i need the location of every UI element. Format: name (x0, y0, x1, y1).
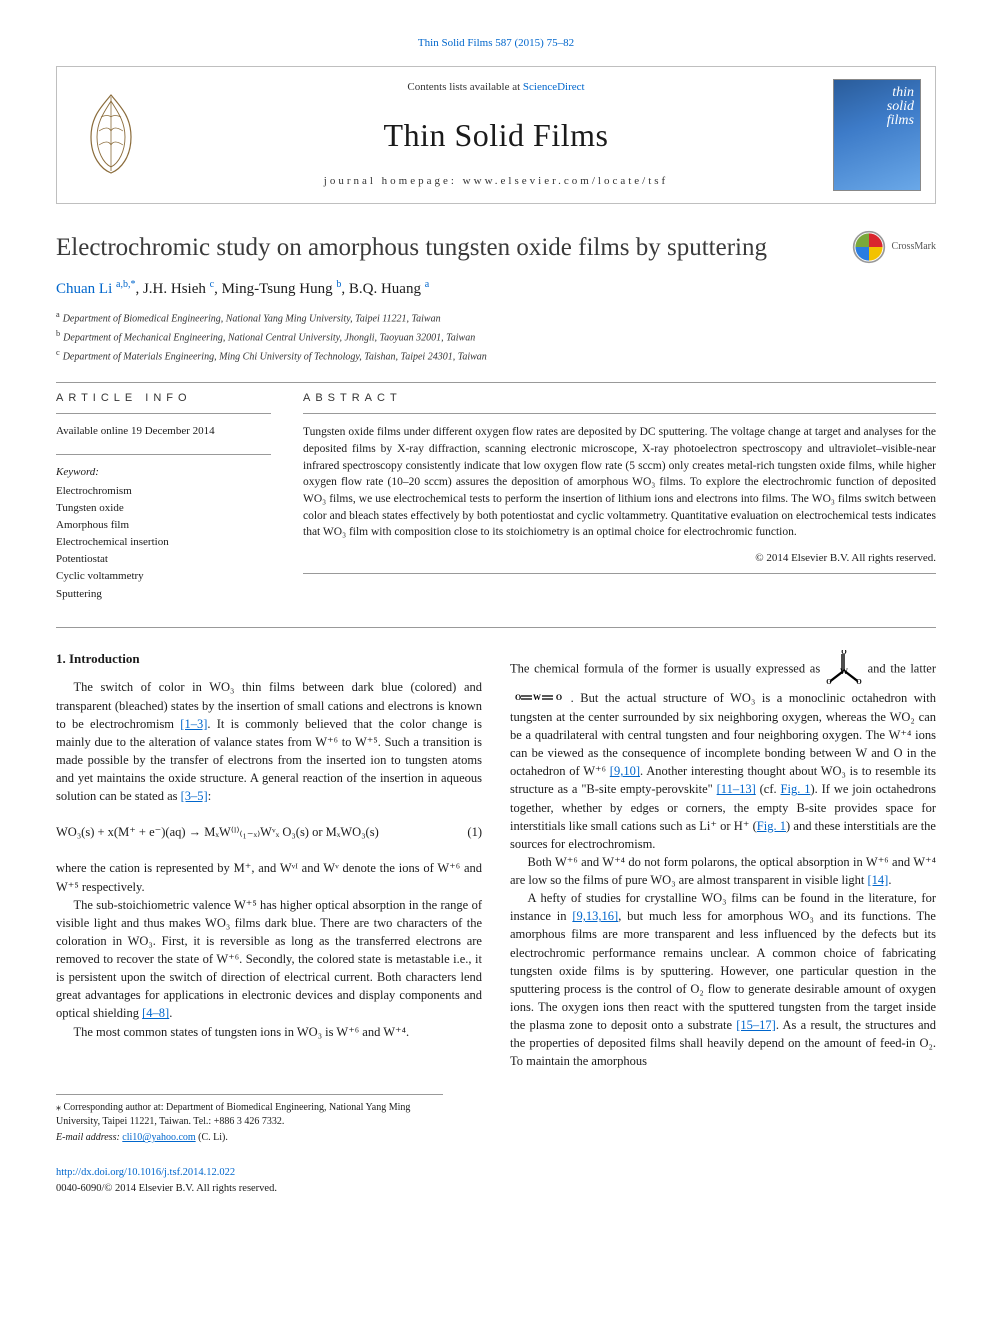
affil-sup: c (56, 348, 60, 357)
cover-word: films (887, 114, 914, 128)
cover-word: solid (887, 100, 914, 114)
article-title: Electrochromic study on amorphous tungst… (56, 230, 852, 266)
paragraph: Both W⁺⁶ and W⁺⁴ do not form polarons, t… (510, 853, 936, 889)
corresponding-author: ⁎ Corresponding author at: Department of… (56, 1101, 443, 1129)
svg-text:O: O (826, 678, 832, 684)
author-name: , Ming-Tsung Hung (214, 281, 336, 297)
svg-text:O: O (841, 650, 847, 656)
paragraph: where the cation is represented by M⁺, a… (56, 859, 482, 895)
ref-link[interactable]: [11–13] (717, 782, 756, 796)
ref-link[interactable]: [9,13,16] (572, 909, 618, 923)
affil-sup: a (56, 310, 60, 319)
page-footer: http://dx.doi.org/10.1016/j.tsf.2014.12.… (56, 1165, 936, 1195)
keyword: Amorphous film (56, 517, 271, 534)
equation: WO₃(s) + x(M⁺ + e⁻)(aq) → MₓW⁽ᴵ⁾₍₁₋ₓ₎Wᵛₓ… (56, 823, 482, 841)
article-info: ARTICLE INFO Available online 19 Decembe… (56, 391, 271, 602)
author-name: , J.H. Hsieh (135, 281, 209, 297)
email-label: E-mail address: (56, 1132, 122, 1143)
masthead: ELSEVIER Contents lists available at Sci… (56, 66, 936, 204)
email-line: E-mail address: cli10@yahoo.com (C. Li). (56, 1131, 443, 1145)
issn-copyright: 0040-6090/© 2014 Elsevier B.V. All right… (56, 1181, 936, 1196)
ref-link[interactable]: [4–8] (142, 1006, 169, 1020)
affil-text: Department of Mechanical Engineering, Na… (63, 332, 475, 343)
figure-link[interactable]: Fig. 1 (757, 819, 786, 833)
sciencedirect-link[interactable]: ScienceDirect (523, 81, 585, 93)
ref-link[interactable]: [15–17] (736, 1018, 776, 1032)
section-heading: 1. Introduction (56, 650, 482, 669)
crossmark-badge[interactable]: CrossMark (852, 230, 936, 264)
journal-cover: thin solid films (833, 79, 921, 191)
email-link[interactable]: cli10@yahoo.com (122, 1132, 195, 1143)
author-affil-sup: a,b,* (116, 279, 135, 290)
keywords-list: Electrochromism Tungsten oxide Amorphous… (56, 483, 271, 602)
affil-text: Department of Materials Engineering, Min… (63, 351, 487, 362)
keyword: Sputtering (56, 586, 271, 603)
doi-link[interactable]: http://dx.doi.org/10.1016/j.tsf.2014.12.… (56, 1167, 235, 1178)
elsevier-logo: ELSEVIER (71, 87, 181, 183)
journal-homepage: journal homepage: www.elsevier.com/locat… (181, 174, 811, 190)
svg-text:O: O (856, 678, 862, 684)
journal-name: Thin Solid Films (181, 112, 811, 158)
svg-text:W: W (533, 693, 541, 702)
paragraph: The chemical formula of the former is us… (510, 650, 936, 853)
footnotes: ⁎ Corresponding author at: Department of… (56, 1094, 443, 1145)
structure-wo2-icon: O W O (510, 690, 564, 708)
paragraph: The switch of color in WO₃ thin films be… (56, 678, 482, 805)
svg-text:O: O (515, 693, 521, 702)
structure-wo3-icon: W O O O (825, 650, 863, 689)
paragraph: The sub-stoichiometric valence W⁺⁵ has h… (56, 896, 482, 1023)
contents-line: Contents lists available at ScienceDirec… (181, 80, 811, 96)
author-name: , B.Q. Huang (341, 281, 424, 297)
ref-link[interactable]: [14] (868, 873, 889, 887)
eq-number: (1) (467, 823, 482, 841)
abstract: ABSTRACT Tungsten oxide films under diff… (303, 391, 936, 602)
email-name: (C. Li). (196, 1132, 228, 1143)
author-list: Chuan Li a,b,*, J.H. Hsieh c, Ming-Tsung… (56, 278, 936, 301)
journal-citation[interactable]: Thin Solid Films 587 (2015) 75–82 (56, 36, 936, 52)
affil-text: Department of Biomedical Engineering, Na… (63, 313, 441, 324)
author-affil-sup: a (425, 279, 429, 290)
abstract-copyright: © 2014 Elsevier B.V. All rights reserved… (303, 551, 936, 567)
ref-link[interactable]: [1–3] (180, 717, 207, 731)
paragraph: The most common states of tungsten ions … (56, 1023, 482, 1041)
divider (56, 382, 936, 383)
affiliations: aDepartment of Biomedical Engineering, N… (56, 309, 936, 364)
keyword: Electrochromism (56, 483, 271, 500)
keyword: Tungsten oxide (56, 500, 271, 517)
article-history: Available online 19 December 2014 (56, 424, 271, 440)
keyword: Cyclic voltammetry (56, 568, 271, 585)
keywords-heading: Keyword: (56, 465, 271, 481)
cover-word: thin (887, 86, 914, 100)
body-text: 1. Introduction The switch of color in W… (56, 650, 936, 1071)
contents-prefix: Contents lists available at (407, 81, 522, 93)
keyword: Electrochemical insertion (56, 534, 271, 551)
divider (56, 627, 936, 628)
article-info-heading: ARTICLE INFO (56, 391, 271, 407)
ref-link[interactable]: [9,10] (610, 764, 640, 778)
keyword: Potentiostat (56, 551, 271, 568)
svg-text:W: W (840, 667, 848, 676)
abstract-text: Tungsten oxide films under different oxy… (303, 424, 936, 541)
abstract-heading: ABSTRACT (303, 391, 936, 407)
paragraph: A hefty of studies for crystalline WO₃ f… (510, 889, 936, 1070)
author-link[interactable]: Chuan Li (56, 281, 116, 297)
svg-text:O: O (556, 693, 562, 702)
ref-link[interactable]: [3–5] (181, 789, 208, 803)
crossmark-label: CrossMark (892, 240, 936, 255)
crossmark-icon (852, 230, 886, 264)
affil-sup: b (56, 329, 60, 338)
figure-link[interactable]: Fig. 1 (781, 782, 811, 796)
